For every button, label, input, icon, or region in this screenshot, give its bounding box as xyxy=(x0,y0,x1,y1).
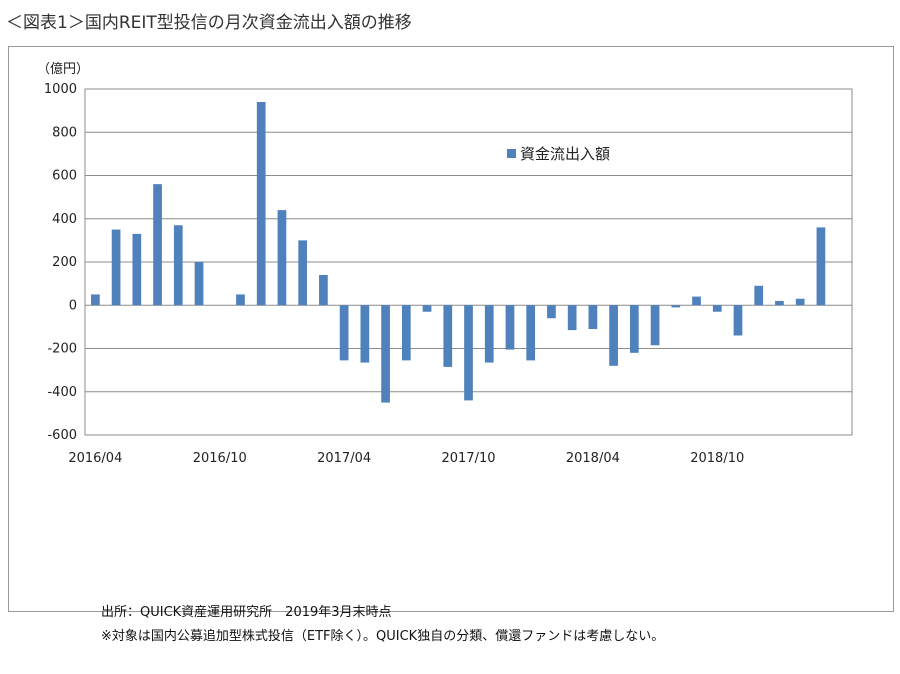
x-tick-label: 2016/04 xyxy=(68,451,122,466)
bar xyxy=(671,305,681,308)
bar xyxy=(505,305,515,350)
bars xyxy=(91,101,826,403)
x-tick-label: 2018/04 xyxy=(566,451,620,466)
bar xyxy=(484,305,494,363)
y-tick-label: 0 xyxy=(69,298,77,313)
x-tick-label: 2017/04 xyxy=(317,451,371,466)
legend-label: 資金流出入額 xyxy=(520,145,610,163)
bar-chart: （億円） 1000 800 600 400 200 0 -200 -400 -600 2016/… xyxy=(37,61,853,466)
plot-border xyxy=(84,88,853,436)
bar xyxy=(298,240,308,306)
legend-swatch xyxy=(507,149,516,158)
bar xyxy=(91,294,100,306)
bar xyxy=(194,262,204,306)
bar xyxy=(775,300,784,306)
y-tick-label: -600 xyxy=(47,428,77,443)
y-tick-label: 600 xyxy=(52,169,77,184)
bar xyxy=(650,305,660,346)
bar xyxy=(754,285,764,306)
bar xyxy=(464,305,473,401)
bar xyxy=(443,305,453,367)
bar xyxy=(173,225,183,306)
y-tick-label: -200 xyxy=(47,342,77,357)
source-note: 出所：QUICK資産運用研究所 2019年3月末時点 xyxy=(101,605,392,620)
bar xyxy=(795,298,805,306)
bar xyxy=(132,233,142,306)
remark-note: ※対象は国内公募追加型株式投信（ETF除く）。QUICK独自の分類、償還ファンド… xyxy=(101,629,665,644)
bar xyxy=(712,305,722,312)
y-tick-label: 1000 xyxy=(44,82,77,97)
x-tick-labels: 2016/04 2016/10 2017/04 2017/10 2018/04 2018/… xyxy=(68,451,744,466)
y-tick-label: 800 xyxy=(52,125,77,140)
figure-title: ＜図表1＞国内REIT型投信の月次資金流出入額の推移 xyxy=(6,13,412,33)
x-tick-label: 2017/10 xyxy=(441,451,495,466)
bar xyxy=(256,101,266,306)
y-axis-unit-label: （億円） xyxy=(37,61,89,77)
bar xyxy=(277,210,287,306)
bar xyxy=(339,305,349,361)
bar xyxy=(236,294,245,306)
x-tick-label: 2018/10 xyxy=(690,451,744,466)
bar xyxy=(401,305,411,361)
x-tick-label: 2016/10 xyxy=(193,451,247,466)
bar xyxy=(422,305,432,312)
y-tick-label: 200 xyxy=(52,255,77,270)
chart-frame: （億円） 1000 800 600 400 200 0 -200 -400 -600 2016/… xyxy=(8,46,894,644)
bar xyxy=(111,229,121,306)
bar xyxy=(692,296,701,306)
bar xyxy=(381,305,390,403)
y-tick-labels: 1000 800 600 400 200 0 -200 -400 -600 xyxy=(44,82,77,443)
bar xyxy=(319,274,328,306)
bar xyxy=(588,305,598,330)
bar xyxy=(816,227,826,306)
y-tick-label: -400 xyxy=(47,385,77,400)
bar xyxy=(360,305,370,363)
bar xyxy=(609,305,618,366)
bar xyxy=(629,305,639,353)
bar xyxy=(153,184,162,306)
y-tick-label: 400 xyxy=(52,212,77,227)
legend: 資金流出入額 xyxy=(507,145,610,163)
bar xyxy=(547,305,556,319)
bar xyxy=(733,305,743,336)
bar xyxy=(567,305,577,331)
bar xyxy=(526,305,536,361)
